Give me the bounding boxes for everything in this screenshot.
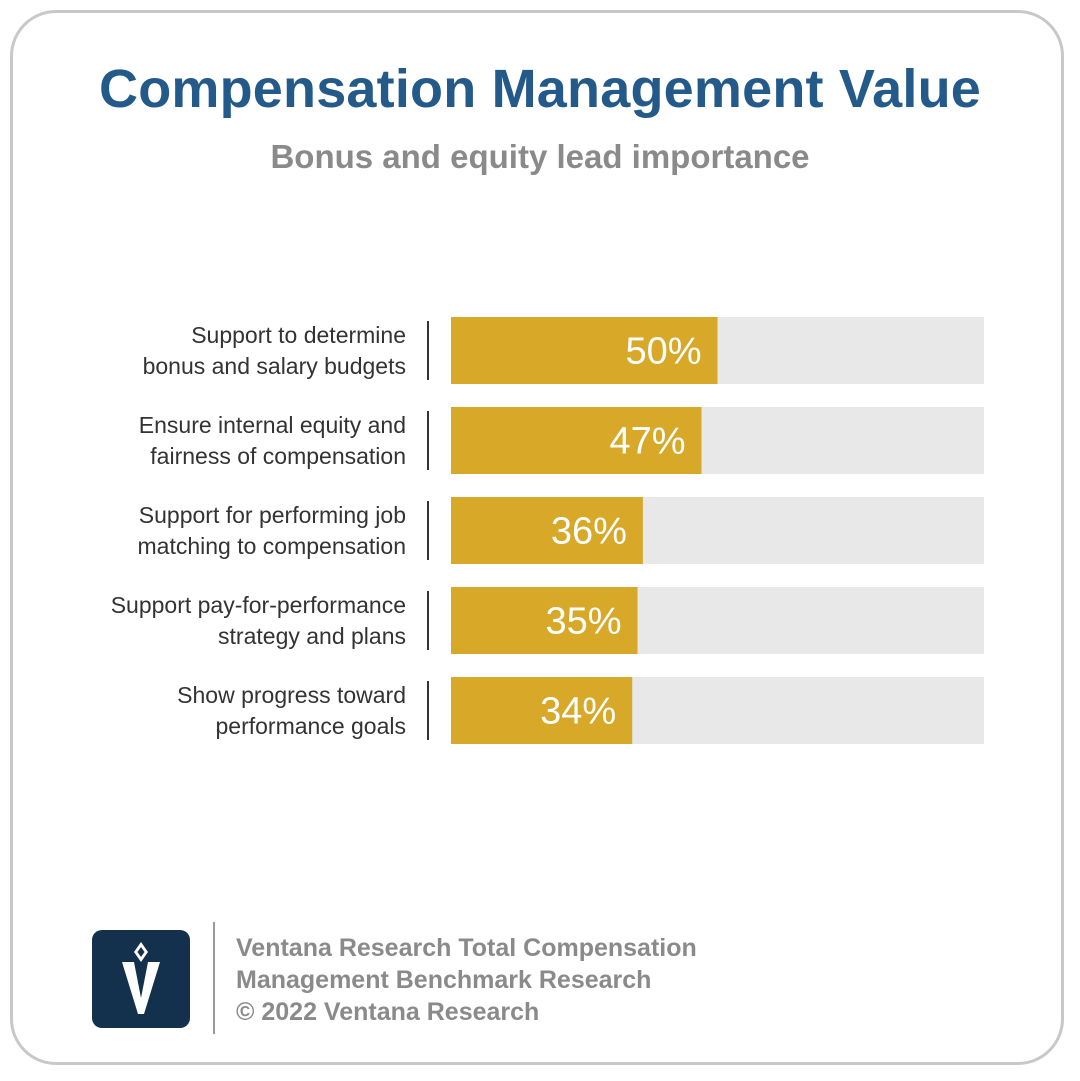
bar — [451, 677, 633, 744]
bar-value-label: 35% — [545, 601, 621, 643]
bar-value-label: 47% — [609, 421, 685, 463]
category-label: matching to compensation — [138, 533, 407, 559]
category-label: Ensure internal equity and — [139, 412, 406, 438]
chart-title: Compensation Management Value — [99, 59, 981, 119]
source-line-2: Management Benchmark Research — [236, 966, 652, 994]
bar — [451, 407, 702, 474]
source-credit: Ventana Research Total Compensation Mana… — [236, 932, 697, 1028]
ventana-v-logo-icon — [92, 930, 190, 1028]
category-label: Support for performing job — [139, 502, 406, 528]
category-label: bonus and salary budgets — [143, 353, 406, 379]
category-label: fairness of compensation — [150, 443, 406, 469]
category-label: Support pay-for-performance — [111, 592, 406, 618]
category-label: Show progress toward — [177, 682, 406, 708]
category-label: performance goals — [216, 713, 407, 739]
bar-value-label: 36% — [551, 511, 627, 553]
bar — [451, 497, 643, 564]
footer-divider — [213, 922, 215, 1034]
bar — [451, 317, 718, 384]
category-label: Support to determine — [191, 322, 406, 348]
bar-value-label: 34% — [540, 691, 616, 733]
copyright-text: © 2022 Ventana Research — [236, 998, 540, 1026]
source-line-1: Ventana Research Total Compensation — [236, 934, 697, 962]
chart-subtitle: Bonus and equity lead importance — [270, 138, 810, 175]
category-label: strategy and plans — [218, 623, 406, 649]
bar-value-label: 50% — [625, 331, 701, 373]
bar — [451, 587, 638, 654]
